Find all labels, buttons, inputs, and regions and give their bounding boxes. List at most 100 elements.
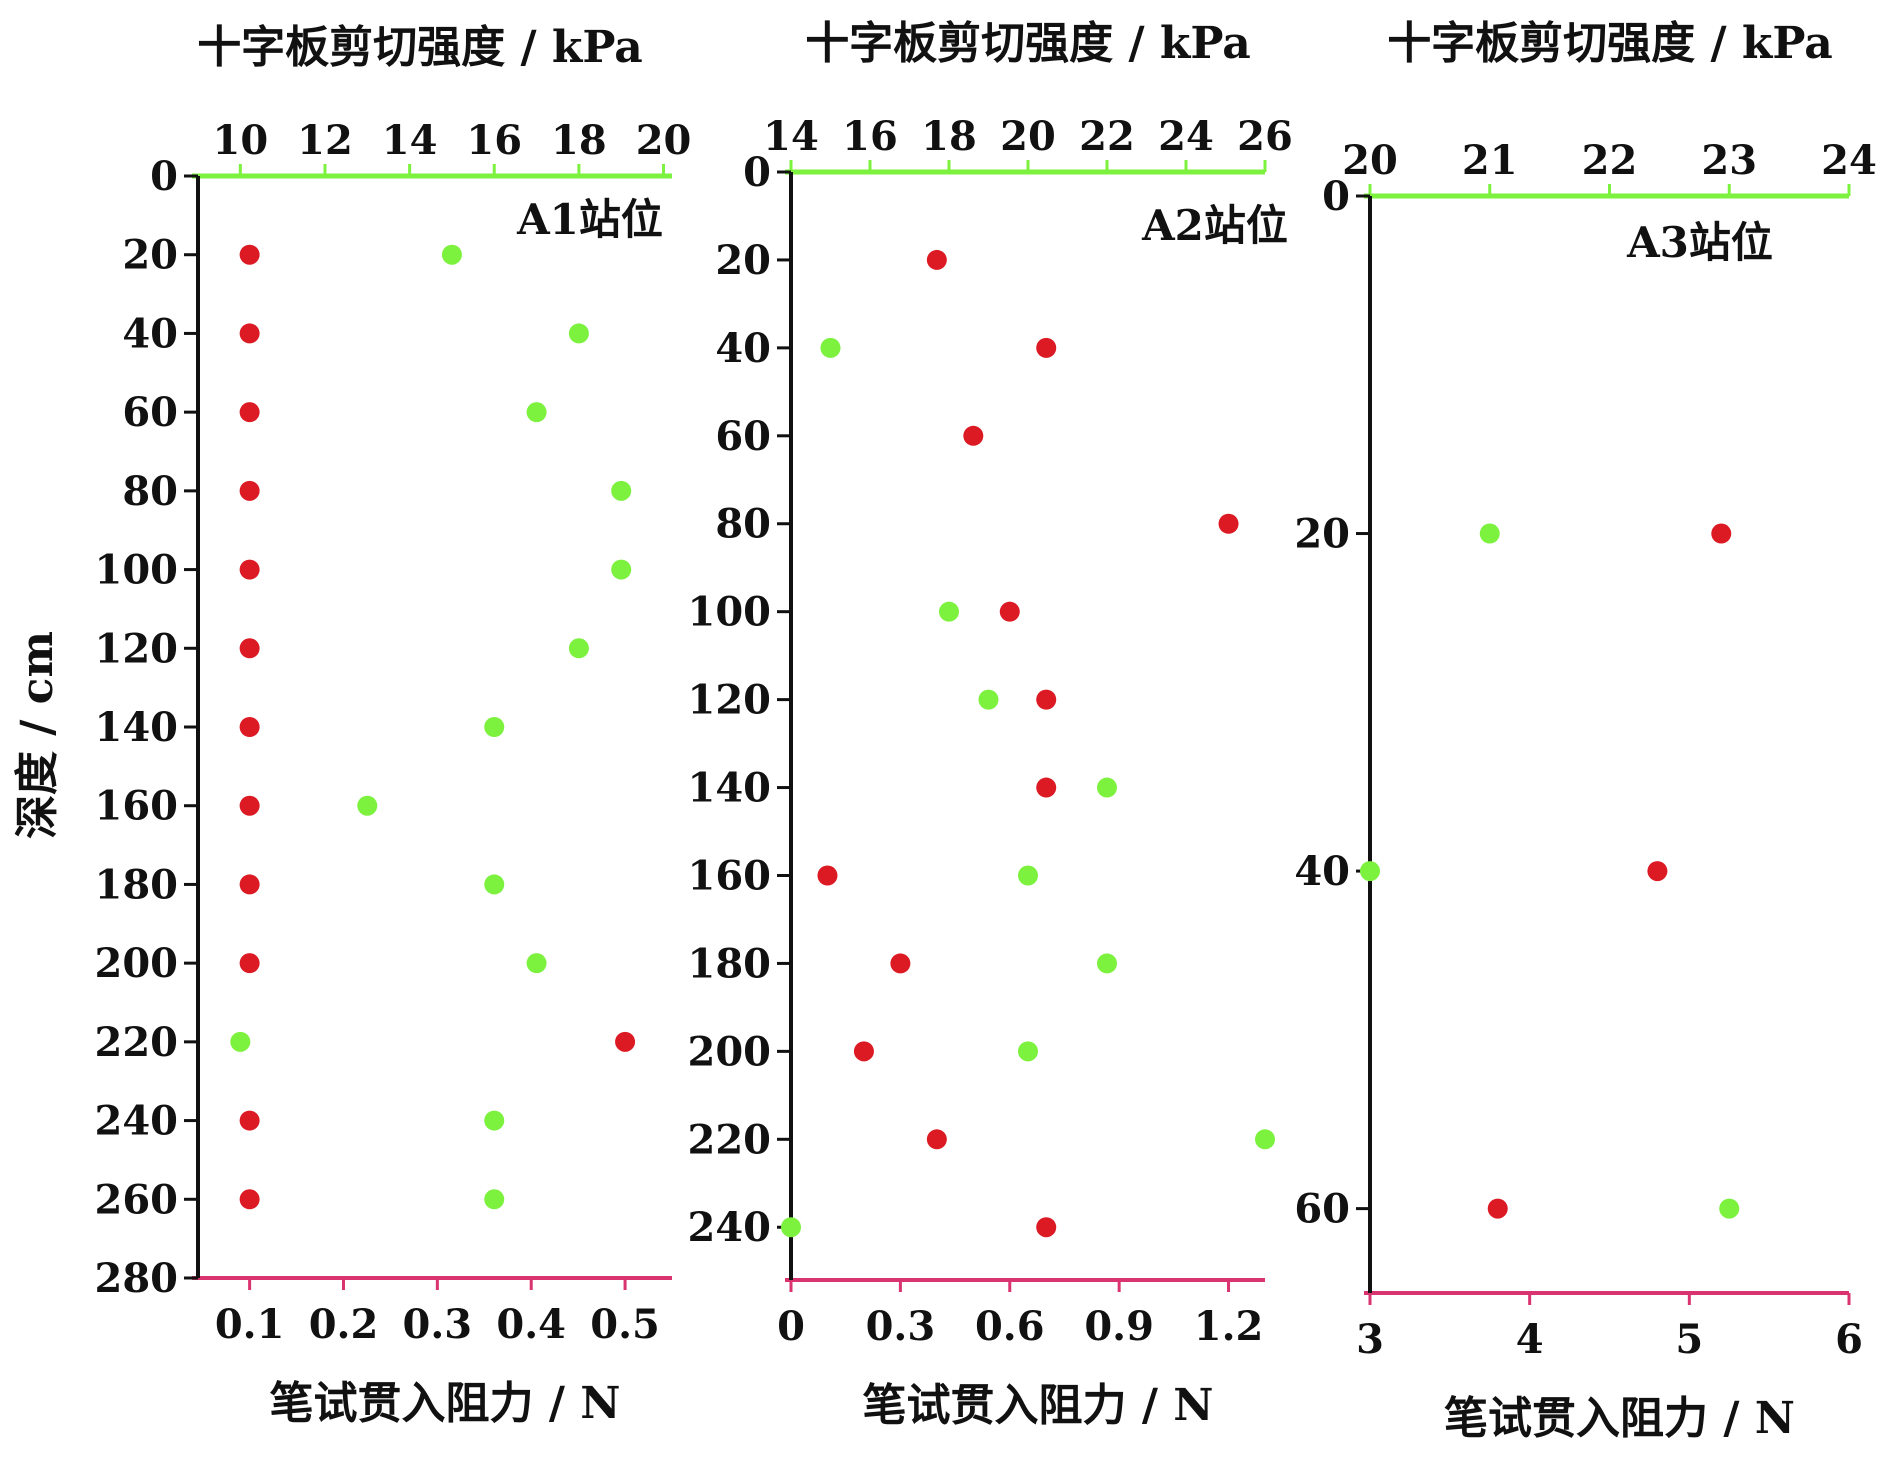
depth-tick-label: 140 xyxy=(688,765,772,812)
penetration-point xyxy=(926,1129,947,1150)
penetration-point xyxy=(1647,861,1668,882)
top-tick-label: 14 xyxy=(763,113,819,160)
vane-shear-point xyxy=(484,1189,505,1210)
penetration-point xyxy=(239,1189,260,1210)
bottom-tick-label: 1.2 xyxy=(1194,1303,1264,1350)
depth-tick-label: 240 xyxy=(95,1098,179,1145)
depth-tick-label: 180 xyxy=(688,940,772,987)
depth-tick-label: 200 xyxy=(95,940,179,987)
panel-1: 十字板剪切强度 / kPa 10 12 14 16 18 20 0.1 0.2 0.3 0.4 0.5… xyxy=(95,22,692,1429)
depth-tick-label: 40 xyxy=(122,310,178,357)
vane-shear-point xyxy=(978,689,999,710)
penetration-point xyxy=(926,249,947,270)
station-label: A1站位 xyxy=(516,195,663,244)
station-label: A2站位 xyxy=(1141,201,1288,250)
depth-tick-label: 80 xyxy=(122,468,178,515)
vane-shear-point xyxy=(441,244,462,265)
penetration-point xyxy=(239,244,260,265)
penetration-point xyxy=(1218,513,1239,534)
vane-shear-point xyxy=(484,1110,505,1131)
depth-tick-label: 140 xyxy=(95,704,179,751)
depth-tick-label: 160 xyxy=(688,852,772,899)
depth-tick-label: 60 xyxy=(122,389,178,436)
bottom-tick-label: 5 xyxy=(1675,1316,1703,1363)
vane-shear-point xyxy=(526,402,547,423)
penetration-point xyxy=(239,559,260,580)
depth-tick-label: 60 xyxy=(1294,1186,1350,1233)
vane-shear-point xyxy=(230,1031,251,1052)
depth-tick-label: 160 xyxy=(95,783,179,830)
penetration-point xyxy=(239,1110,260,1131)
top-tick-label: 16 xyxy=(466,117,522,164)
bottom-tick-label: 0.3 xyxy=(866,1303,936,1350)
penetration-point xyxy=(1036,689,1057,710)
penetration-point xyxy=(963,425,984,446)
bottom-tick-label: 0.4 xyxy=(496,1301,566,1348)
depth-tick-label: 60 xyxy=(715,413,771,460)
bottom-axis-title: 笔试贯入阻力 / N xyxy=(1444,1393,1795,1444)
depth-tick-label: 80 xyxy=(715,501,771,548)
vane-shear-point xyxy=(568,323,589,344)
depth-tick-label: 200 xyxy=(688,1028,772,1075)
bottom-tick-label: 0 xyxy=(777,1303,805,1350)
depth-tick-label: 40 xyxy=(715,325,771,372)
penetration-point xyxy=(1036,777,1057,798)
vane-shear-point xyxy=(1097,777,1117,798)
top-tick-label: 22 xyxy=(1079,113,1135,160)
penetration-point xyxy=(890,953,911,974)
chart-panels: 十字板剪切强度 / kPa 10 12 14 16 18 20 0.1 0.2 0.3 0.4 0.5… xyxy=(95,18,1877,1444)
top-tick-label: 12 xyxy=(297,117,353,164)
bottom-tick-label: 0.5 xyxy=(590,1301,660,1348)
bottom-tick-label: 0.9 xyxy=(1084,1303,1154,1350)
depth-tick-label: 0 xyxy=(743,149,771,196)
penetration-point xyxy=(239,402,260,423)
depth-tick-label: 0 xyxy=(1322,173,1350,220)
top-axis-title: 十字板剪切强度 / kPa xyxy=(805,18,1251,69)
vane-shear-point xyxy=(1360,861,1380,882)
vane-shear-point xyxy=(357,795,378,816)
top-tick-label: 18 xyxy=(551,117,607,164)
bottom-tick-label: 4 xyxy=(1516,1316,1544,1363)
penetration-point xyxy=(239,480,260,501)
bottom-tick-label: 0.1 xyxy=(215,1301,285,1348)
depth-tick-label: 280 xyxy=(95,1255,179,1302)
top-tick-label: 10 xyxy=(212,117,268,164)
vane-shear-point xyxy=(781,1217,801,1238)
top-tick-label: 20 xyxy=(1342,137,1398,184)
top-axis-title: 十字板剪切强度 / kPa xyxy=(197,22,643,73)
vane-shear-point xyxy=(611,480,632,501)
vane-shear-point xyxy=(1255,1129,1275,1150)
depth-tick-label: 100 xyxy=(95,547,179,594)
penetration-point xyxy=(853,1041,874,1062)
vane-shear-point xyxy=(939,601,959,622)
depth-tick-label: 240 xyxy=(688,1204,772,1251)
penetration-point xyxy=(239,795,260,816)
penetration-point xyxy=(239,323,260,344)
depth-tick-label: 20 xyxy=(1294,511,1350,558)
penetration-point xyxy=(1036,1217,1057,1238)
penetration-point xyxy=(239,953,260,974)
top-tick-label: 24 xyxy=(1158,113,1214,160)
top-tick-label: 20 xyxy=(636,117,692,164)
vane-shear-point xyxy=(1097,953,1117,974)
bottom-tick-label: 3 xyxy=(1356,1316,1384,1363)
penetration-point xyxy=(615,1031,636,1052)
depth-tick-label: 180 xyxy=(95,861,179,908)
top-axis-title: 十字板剪切强度 / kPa xyxy=(1387,18,1833,69)
penetration-point xyxy=(1487,1198,1508,1219)
top-tick-label: 22 xyxy=(1582,137,1638,184)
vane-shear-point xyxy=(484,874,505,895)
vane-shear-point xyxy=(526,953,547,974)
top-tick-label: 20 xyxy=(1000,113,1056,160)
y-axis-label: 深度 / cm xyxy=(12,631,63,839)
vane-shear-point xyxy=(568,638,589,659)
penetration-point xyxy=(1711,523,1732,544)
penetration-point xyxy=(1036,337,1057,358)
depth-tick-label: 120 xyxy=(95,625,179,672)
penetration-point xyxy=(239,717,260,737)
vane-shear-point xyxy=(1018,865,1038,886)
depth-tick-label: 20 xyxy=(122,232,178,279)
